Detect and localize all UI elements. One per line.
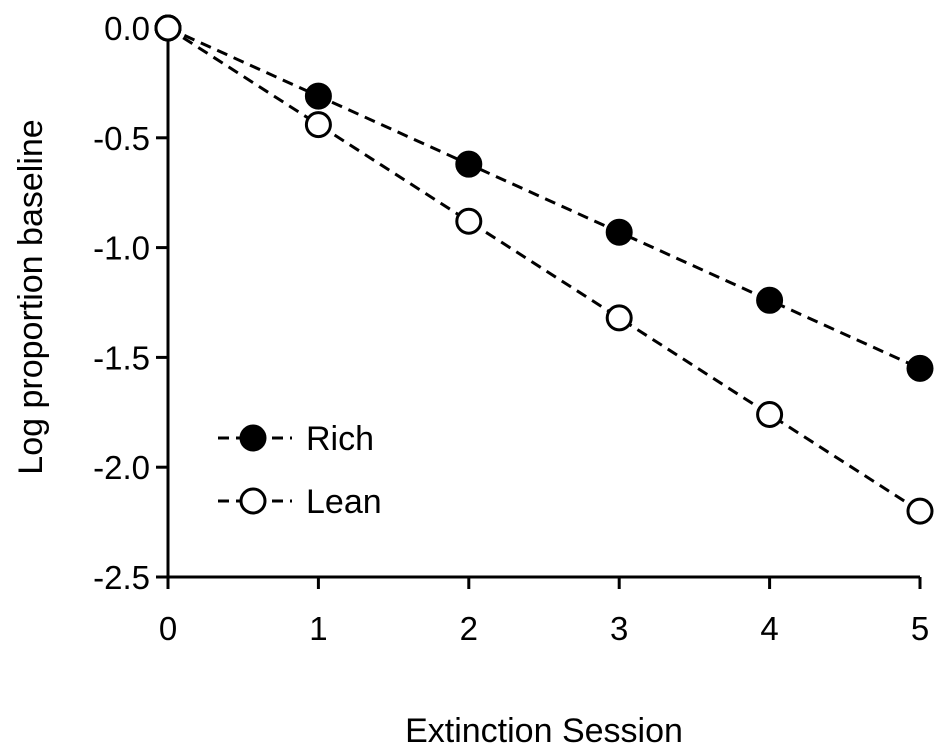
data-point-lean xyxy=(605,304,633,332)
data-point-lean xyxy=(455,207,483,235)
series-group xyxy=(154,14,934,525)
x-tick-label: 4 xyxy=(760,610,778,647)
data-point-lean xyxy=(906,497,934,525)
y-tick-label: -2.5 xyxy=(93,559,150,596)
data-point-lean xyxy=(756,400,784,428)
data-point-origin xyxy=(154,14,182,42)
y-tick-label: -1.5 xyxy=(93,339,150,376)
x-tick-label: 2 xyxy=(460,610,478,647)
series-rich xyxy=(154,14,934,382)
data-point-rich xyxy=(605,218,633,246)
y-axis-ticks: 0.0 -0.5 -1.0 -1.5 -2.0 -2.5 xyxy=(93,10,168,596)
legend: Rich Lean xyxy=(218,420,382,521)
axes: 0.0 -0.5 -1.0 -1.5 -2.0 -2.5 0 1 2 3 4 5 xyxy=(93,10,929,647)
x-tick-label: 1 xyxy=(309,610,327,647)
x-axis-ticks: 0 1 2 3 4 5 xyxy=(159,577,929,647)
data-point-rich xyxy=(756,286,784,314)
y-tick-label: -0.5 xyxy=(93,120,150,157)
series-lean xyxy=(154,14,934,525)
data-point-rich xyxy=(304,82,332,110)
legend-marker xyxy=(239,487,267,515)
legend-label: Rich xyxy=(306,420,374,458)
data-point-rich xyxy=(906,354,934,382)
y-axis-title: Log proportion baseline xyxy=(12,119,50,474)
x-tick-label: 3 xyxy=(610,610,628,647)
x-tick-label: 0 xyxy=(159,610,177,647)
y-tick-label: -1.0 xyxy=(93,230,150,267)
legend-item-lean: Lean xyxy=(218,483,382,521)
x-tick-label: 5 xyxy=(911,610,929,647)
data-point-lean xyxy=(304,111,332,139)
series-line-rich xyxy=(167,26,921,370)
series-line-lean xyxy=(167,26,921,513)
legend-item-rich: Rich xyxy=(218,420,374,458)
legend-marker xyxy=(239,424,267,452)
data-point-rich xyxy=(455,150,483,178)
y-tick-label: -2.0 xyxy=(93,449,150,486)
x-axis-title: Extinction Session xyxy=(405,712,683,750)
y-tick-label: 0.0 xyxy=(104,10,150,47)
legend-label: Lean xyxy=(306,483,382,521)
